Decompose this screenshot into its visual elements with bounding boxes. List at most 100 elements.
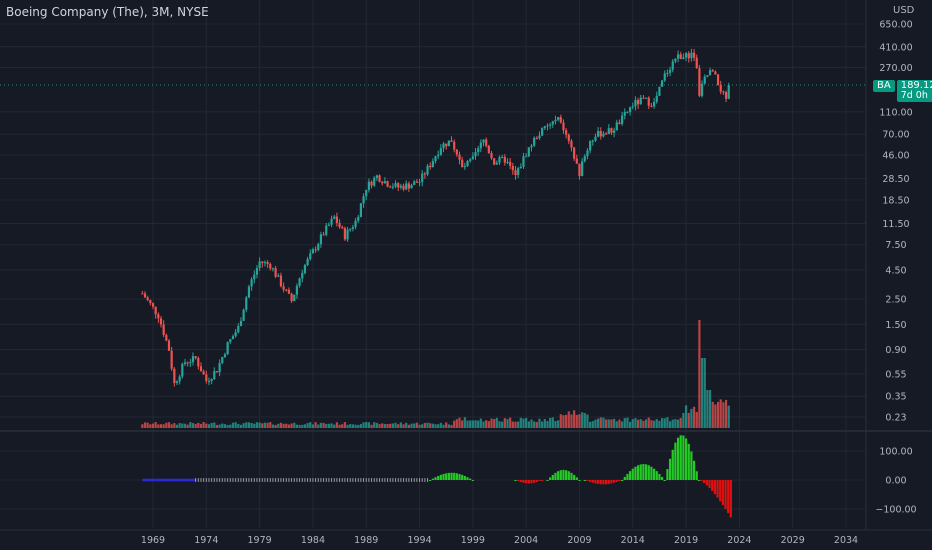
price-candle-body	[514, 170, 517, 176]
last-price-value: 189.12	[900, 80, 932, 91]
volume-bar	[503, 418, 506, 428]
price-candle-body	[706, 75, 709, 77]
volume-bar	[333, 424, 336, 428]
volume-bar	[229, 424, 232, 428]
volume-bar	[197, 422, 200, 428]
osc-histogram-bar	[469, 478, 472, 480]
price-candle-body	[549, 124, 552, 126]
volume-bar	[671, 419, 674, 428]
volume-bar	[279, 422, 283, 428]
price-candle-body	[261, 261, 264, 264]
price-candle-body	[269, 263, 272, 269]
price-candle-body	[218, 362, 221, 373]
volume-bar	[215, 424, 219, 428]
volume-bar	[399, 422, 402, 428]
volume-bar	[525, 417, 528, 428]
volume-bar	[253, 423, 256, 428]
price-candle-body	[223, 354, 227, 357]
volume-bar	[421, 424, 424, 428]
osc-histogram-bar	[613, 480, 616, 483]
price-candle-body	[362, 196, 365, 204]
osc-histogram-bar	[541, 480, 544, 481]
price-candle-body	[485, 139, 488, 146]
volume-bar	[599, 417, 602, 428]
price-candle-body	[674, 58, 677, 62]
osc-histogram-bar	[429, 480, 432, 481]
volume-bar	[295, 424, 299, 428]
price-candle-body	[727, 85, 730, 99]
volume-bar	[391, 423, 394, 428]
osc-histogram-bar	[660, 476, 664, 480]
volume-bar	[167, 422, 171, 428]
price-candle-body	[309, 253, 312, 260]
price-candle-body	[437, 154, 440, 157]
volume-bar	[714, 404, 717, 428]
time-axis-label: 1969	[141, 535, 165, 546]
volume-bar	[724, 399, 728, 428]
volume-bar	[359, 424, 362, 428]
volume-bar	[591, 421, 594, 428]
price-candle-body	[359, 203, 362, 217]
volume-bar	[652, 420, 656, 428]
volume-bar	[607, 419, 610, 428]
volume-bar	[530, 419, 533, 428]
price-candle-body	[141, 293, 144, 295]
price-axis-label: 410.00	[879, 42, 912, 53]
osc-histogram-bar	[522, 480, 525, 483]
price-candle-body	[671, 61, 674, 70]
volume-bar	[546, 421, 549, 428]
osc-histogram-bar	[434, 477, 437, 480]
price-candle-body	[445, 143, 448, 147]
volume-bar	[373, 422, 376, 428]
price-candle-body	[589, 141, 592, 151]
volume-bar	[511, 421, 514, 428]
price-candle-body	[287, 289, 291, 294]
price-candle-body	[469, 159, 472, 161]
volume-bar	[615, 421, 618, 428]
volume-bar	[567, 411, 570, 428]
price-candle-body	[146, 297, 149, 300]
volume-bar	[562, 415, 565, 428]
volume-bar	[687, 412, 690, 428]
volume-bar	[226, 424, 229, 428]
time-axis-label: 1974	[194, 535, 218, 546]
volume-bar	[621, 421, 624, 428]
volume-bar	[290, 423, 293, 428]
volume-bar	[554, 421, 557, 428]
price-candle-body	[277, 275, 280, 277]
price-candle-body	[242, 309, 245, 321]
price-candle-body	[722, 91, 725, 93]
volume-bar	[162, 424, 165, 428]
price-candle-body	[487, 145, 490, 154]
price-candle-body	[167, 340, 171, 351]
price-candle-body	[498, 157, 501, 163]
price-candle-body	[461, 159, 464, 168]
osc-histogram-bar	[567, 471, 570, 480]
volume-bar	[175, 424, 179, 428]
price-candle-body	[421, 173, 424, 182]
volume-bar	[698, 320, 701, 428]
volume-bar	[439, 422, 442, 428]
time-axis-label: 1984	[301, 535, 325, 546]
volume-bar	[634, 418, 637, 428]
volume-bar	[482, 421, 485, 428]
price-candle-body	[335, 216, 339, 223]
price-candle-body	[333, 216, 336, 219]
price-candle-body	[610, 128, 613, 133]
volume-bar	[301, 424, 304, 428]
volume-bar	[397, 424, 400, 428]
price-candle-body	[658, 86, 661, 96]
price-candle-body	[343, 228, 347, 240]
osc-histogram-bar	[453, 472, 456, 480]
osc-histogram-bar	[519, 480, 522, 483]
volume-bar	[407, 424, 410, 428]
price-candle-body	[525, 156, 528, 158]
price-candle-body	[493, 158, 496, 165]
price-candle-body	[341, 226, 344, 229]
volume-bar	[319, 422, 323, 428]
volume-bar	[245, 422, 248, 428]
volume-bar	[498, 421, 501, 428]
price-candle-body	[357, 216, 360, 221]
